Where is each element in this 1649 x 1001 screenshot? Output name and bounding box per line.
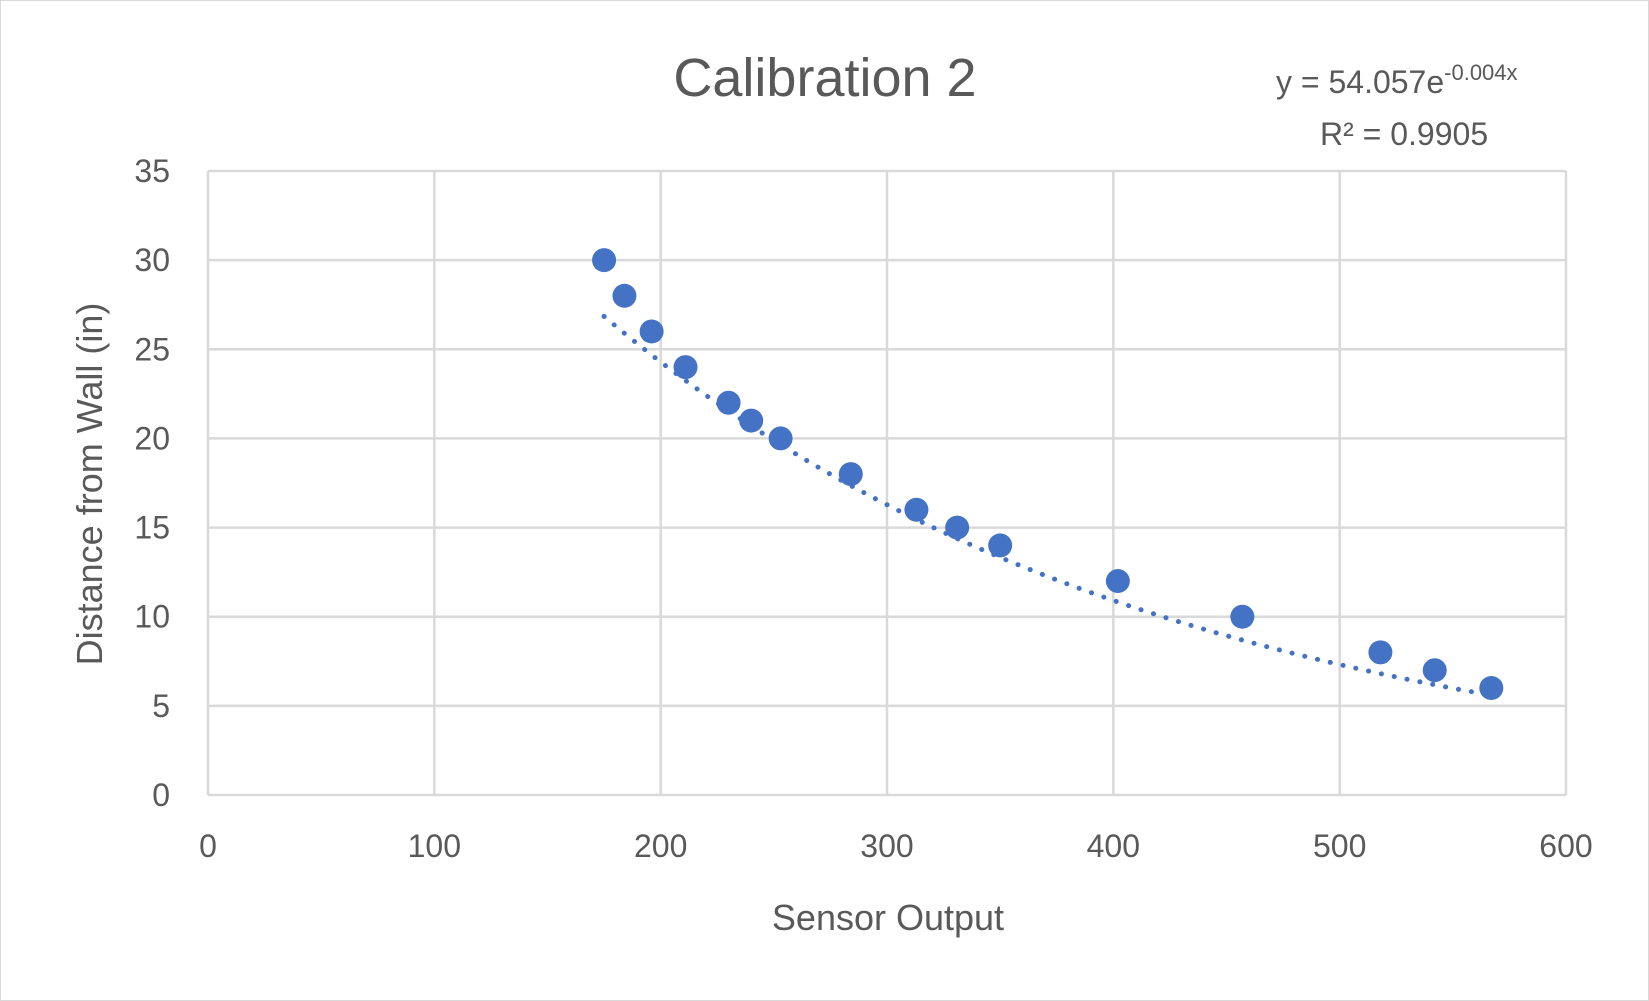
data-point [945,515,970,540]
y-tick-label: 0 [152,777,170,813]
y-axis-title: Distance from Wall (in) [69,303,110,666]
y-tick-label: 20 [134,420,170,456]
data-point [838,462,863,487]
x-tick-label: 600 [1539,828,1592,864]
data-point [673,355,698,380]
y-tick-label: 5 [152,688,170,724]
data-point [716,390,741,415]
tick-labels: 0 5 10 15 20 25 30 35 0 100 200 300 400 500 600 [134,153,1592,864]
axes [206,171,1566,797]
trendline-equation: y = 54.057e-0.004x [1276,60,1518,100]
y-tick-label: 25 [134,331,170,367]
y-tick-label: 30 [134,242,170,278]
trendline-equation-exponent: -0.004x [1444,60,1517,85]
data-point [768,426,793,451]
data-point [592,248,617,273]
trendline [601,313,1494,698]
data-point [639,319,664,344]
data-points [592,248,1504,701]
x-tick-label: 200 [634,828,687,864]
data-point [904,497,929,522]
data-point [1422,658,1447,683]
trendline-equation-base: y = 54.057e [1276,64,1444,100]
x-tick-label: 100 [408,828,461,864]
data-point [1105,569,1130,594]
y-tick-label: 10 [134,599,170,635]
data-point [1368,640,1393,665]
data-point [988,533,1013,558]
y-tick-label: 15 [134,510,170,546]
x-tick-label: 0 [199,828,217,864]
x-tick-label: 300 [860,828,913,864]
x-tick-label: 500 [1313,828,1366,864]
trendline-layer [601,313,1494,698]
y-tick-label: 35 [134,153,170,189]
x-axis-title: Sensor Output [772,897,1004,938]
data-point [1230,604,1255,629]
chart-title: Calibration 2 [673,48,976,108]
data-point [612,283,637,308]
trendline-r-squared: R² = 0.9905 [1320,116,1488,152]
data-point [739,408,764,433]
data-point [1479,676,1504,701]
x-tick-label: 400 [1087,828,1140,864]
gridlines [208,169,1568,795]
